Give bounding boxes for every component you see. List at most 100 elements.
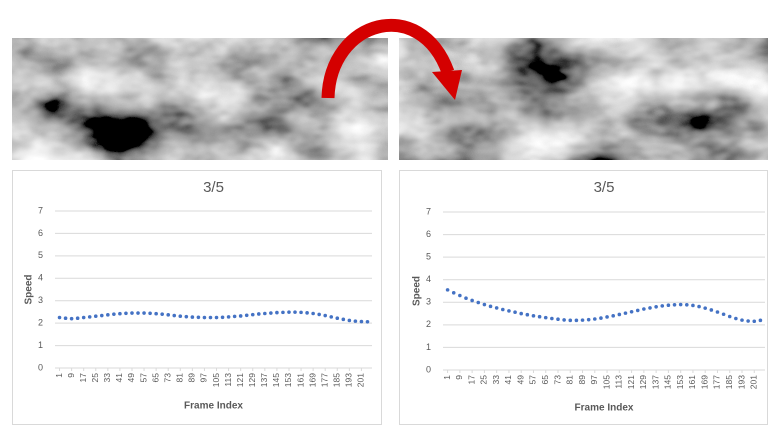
data-point bbox=[489, 305, 493, 309]
data-point bbox=[130, 311, 134, 315]
y-tick-label: 2 bbox=[38, 318, 43, 328]
x-tick-label: 121 bbox=[235, 373, 245, 387]
x-tick-label: 153 bbox=[675, 375, 685, 389]
x-tick-label: 193 bbox=[736, 375, 746, 389]
data-point bbox=[215, 316, 219, 320]
data-point bbox=[734, 317, 738, 321]
data-point bbox=[197, 316, 201, 320]
data-point bbox=[160, 312, 164, 316]
x-tick-label: 49 bbox=[515, 375, 525, 385]
chart-title: 3/5 bbox=[203, 179, 224, 196]
data-point bbox=[58, 316, 62, 320]
x-tick-label: 65 bbox=[540, 375, 550, 385]
data-point bbox=[593, 317, 597, 321]
data-point bbox=[124, 311, 128, 315]
data-point bbox=[611, 314, 615, 318]
y-tick-label: 2 bbox=[426, 319, 431, 329]
data-point bbox=[360, 320, 364, 324]
data-point bbox=[136, 311, 140, 315]
data-point bbox=[710, 308, 714, 312]
y-tick-label: 4 bbox=[426, 274, 431, 284]
data-point bbox=[752, 319, 756, 323]
y-tick-label: 0 bbox=[426, 364, 431, 374]
data-point bbox=[166, 313, 170, 317]
data-point bbox=[728, 315, 732, 319]
x-tick-label: 49 bbox=[126, 373, 136, 383]
x-tick-label: 137 bbox=[650, 375, 660, 389]
data-point bbox=[476, 301, 480, 305]
x-tick-label: 81 bbox=[565, 375, 575, 385]
data-point bbox=[142, 311, 146, 315]
x-tick-label: 97 bbox=[589, 375, 599, 385]
x-tick-label: 145 bbox=[663, 375, 673, 389]
data-point bbox=[660, 304, 664, 308]
x-tick-label: 25 bbox=[479, 375, 489, 385]
data-point bbox=[538, 315, 542, 319]
x-tick-label: 153 bbox=[283, 373, 293, 387]
figure: 3/5SpeedFrame Index012345671917253341495… bbox=[0, 0, 768, 427]
x-tick-label: 185 bbox=[724, 375, 734, 389]
x-tick-label: 97 bbox=[199, 373, 209, 383]
x-tick-label: 73 bbox=[552, 375, 562, 385]
data-point bbox=[209, 316, 213, 320]
y-tick-label: 0 bbox=[38, 362, 43, 372]
y-tick-label: 3 bbox=[426, 297, 431, 307]
data-point bbox=[94, 314, 98, 318]
data-point bbox=[722, 312, 726, 316]
data-point bbox=[178, 314, 182, 318]
x-tick-label: 105 bbox=[601, 375, 611, 389]
x-tick-label: 193 bbox=[344, 373, 354, 387]
x-tick-label: 1 bbox=[54, 373, 64, 378]
x-axis-title: Frame Index bbox=[184, 401, 243, 412]
data-point bbox=[239, 314, 243, 318]
data-point bbox=[172, 314, 176, 318]
data-point bbox=[106, 313, 110, 317]
page: {"chart_data":[ {"type":"scatter","title… bbox=[0, 0, 768, 427]
data-point bbox=[64, 316, 68, 320]
data-point bbox=[507, 309, 511, 313]
data-point bbox=[618, 313, 622, 317]
data-point bbox=[513, 310, 517, 314]
y-axis-title: Speed bbox=[24, 274, 35, 304]
data-point bbox=[685, 303, 689, 307]
data-point bbox=[275, 311, 279, 315]
data-point bbox=[495, 306, 499, 310]
data-point bbox=[233, 315, 237, 319]
data-point bbox=[148, 311, 152, 315]
x-tick-label: 161 bbox=[687, 375, 697, 389]
data-point bbox=[335, 316, 339, 320]
data-point bbox=[703, 306, 707, 310]
x-tick-label: 17 bbox=[466, 375, 476, 385]
y-tick-label: 3 bbox=[38, 295, 43, 305]
data-point bbox=[299, 311, 303, 315]
data-point bbox=[287, 310, 291, 314]
data-point bbox=[348, 319, 352, 323]
x-axis-title: Frame Index bbox=[575, 403, 634, 414]
data-point bbox=[88, 315, 92, 319]
data-point bbox=[281, 311, 285, 315]
x-tick-label: 121 bbox=[626, 375, 636, 389]
y-tick-label: 1 bbox=[426, 342, 431, 352]
data-point bbox=[746, 319, 750, 323]
data-point bbox=[519, 312, 523, 316]
data-point bbox=[470, 299, 474, 303]
data-point bbox=[100, 314, 104, 318]
x-tick-label: 41 bbox=[503, 375, 513, 385]
data-point bbox=[568, 319, 572, 323]
x-tick-label: 65 bbox=[150, 373, 160, 383]
data-point bbox=[691, 304, 695, 308]
x-tick-label: 129 bbox=[247, 373, 257, 387]
data-point bbox=[654, 305, 658, 309]
data-point bbox=[648, 306, 652, 310]
data-point bbox=[154, 312, 158, 316]
y-tick-label: 6 bbox=[426, 229, 431, 239]
y-tick-label: 5 bbox=[426, 252, 431, 262]
x-tick-label: 73 bbox=[162, 373, 172, 383]
data-point bbox=[452, 291, 456, 295]
x-tick-label: 129 bbox=[638, 375, 648, 389]
data-point bbox=[759, 319, 763, 323]
data-point bbox=[323, 314, 327, 318]
y-tick-label: 6 bbox=[38, 228, 43, 238]
data-point bbox=[263, 312, 267, 316]
x-tick-label: 105 bbox=[211, 373, 221, 387]
